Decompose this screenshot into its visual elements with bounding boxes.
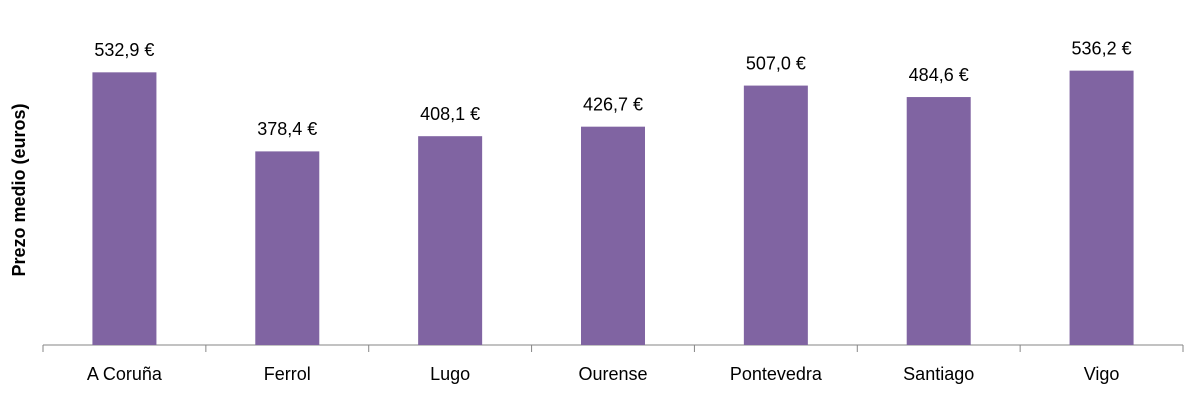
x-tick-label: Ourense (578, 364, 647, 384)
value-label: 426,7 € (583, 94, 643, 114)
bar (743, 85, 808, 346)
bar (418, 136, 483, 345)
x-tick-label: Lugo (430, 364, 470, 384)
bar (1069, 70, 1134, 345)
x-tick-label: Santiago (903, 364, 974, 384)
value-label: 507,0 € (746, 53, 806, 73)
bar (255, 151, 320, 345)
x-tick-label: Pontevedra (730, 364, 823, 384)
value-label: 484,6 € (909, 65, 969, 85)
bar (92, 72, 157, 346)
bar (581, 126, 645, 345)
value-label: 536,2 € (1072, 38, 1132, 58)
x-tick-label: Vigo (1084, 364, 1120, 384)
x-tick-label: Ferrol (264, 364, 311, 384)
x-tick-label: A Coruña (87, 364, 163, 384)
bar (906, 97, 971, 346)
value-label: 378,4 € (257, 119, 317, 139)
value-label: 408,1 € (420, 104, 480, 124)
value-label: 532,9 € (94, 40, 154, 60)
y-axis-label: Prezo medio (euros) (9, 103, 29, 276)
